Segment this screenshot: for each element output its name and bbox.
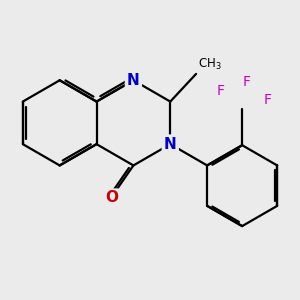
Text: F: F [217, 84, 225, 98]
Text: F: F [264, 93, 272, 106]
Text: N: N [164, 136, 177, 152]
Text: CH$_3$: CH$_3$ [198, 57, 222, 72]
Text: O: O [105, 190, 118, 205]
Text: N: N [127, 73, 140, 88]
Text: F: F [243, 75, 251, 89]
